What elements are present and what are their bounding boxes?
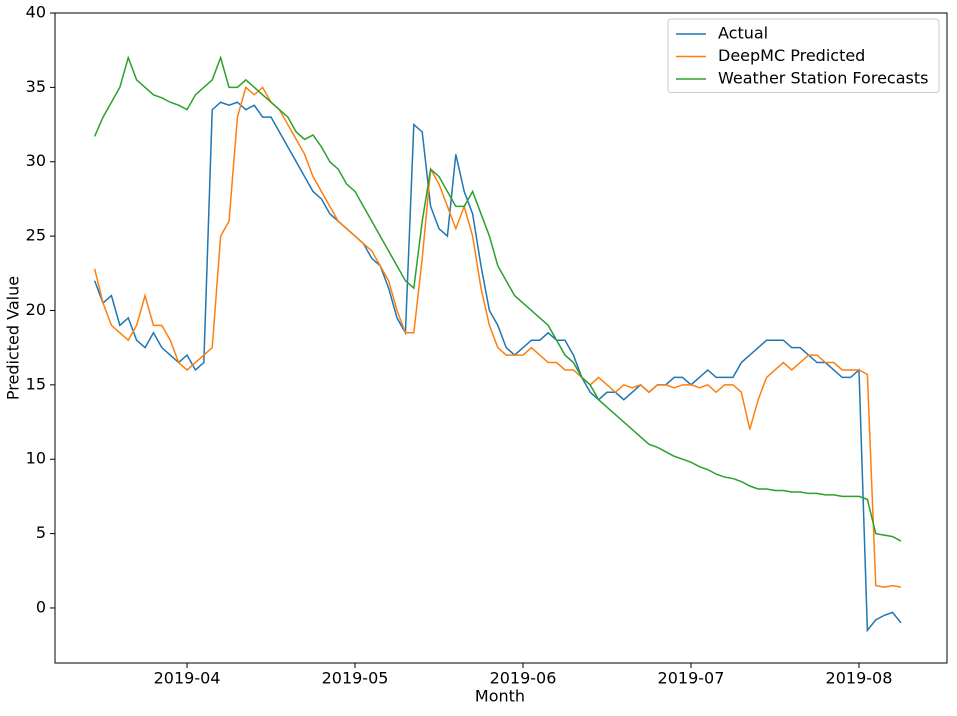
x-tick-label: 2019-07 bbox=[658, 669, 725, 688]
y-axis-label: Predicted Value bbox=[4, 276, 23, 400]
y-tick-label: 10 bbox=[26, 449, 46, 468]
legend-box bbox=[667, 18, 940, 93]
x-tick-label: 2019-05 bbox=[322, 669, 389, 688]
series-line bbox=[93, 55, 902, 542]
y-tick-label: 30 bbox=[26, 151, 46, 170]
y-tick-label: 5 bbox=[36, 523, 46, 542]
y-tick-label: 40 bbox=[26, 3, 46, 22]
y-tick-label: 35 bbox=[26, 77, 46, 96]
legend-label: Weather Station Forecasts bbox=[718, 69, 928, 88]
y-tick-label: 20 bbox=[26, 300, 46, 319]
x-axis-label: Month bbox=[475, 687, 525, 706]
y-tick-label: 15 bbox=[26, 374, 46, 393]
legend-label: DeepMC Predicted bbox=[718, 46, 865, 65]
y-tick-label: 25 bbox=[26, 226, 46, 245]
x-tick-label: 2019-08 bbox=[826, 669, 893, 688]
legend-label: Actual bbox=[718, 24, 768, 43]
x-tick-label: 2019-04 bbox=[154, 669, 221, 688]
legend: Actual DeepMC Predicted Weather Station Fo… bbox=[667, 18, 940, 93]
series-line bbox=[93, 86, 902, 588]
y-tick-label: 0 bbox=[36, 597, 46, 616]
series-line bbox=[93, 101, 902, 633]
x-tick-label: 2019-06 bbox=[490, 669, 557, 688]
plot-frame bbox=[54, 12, 948, 664]
